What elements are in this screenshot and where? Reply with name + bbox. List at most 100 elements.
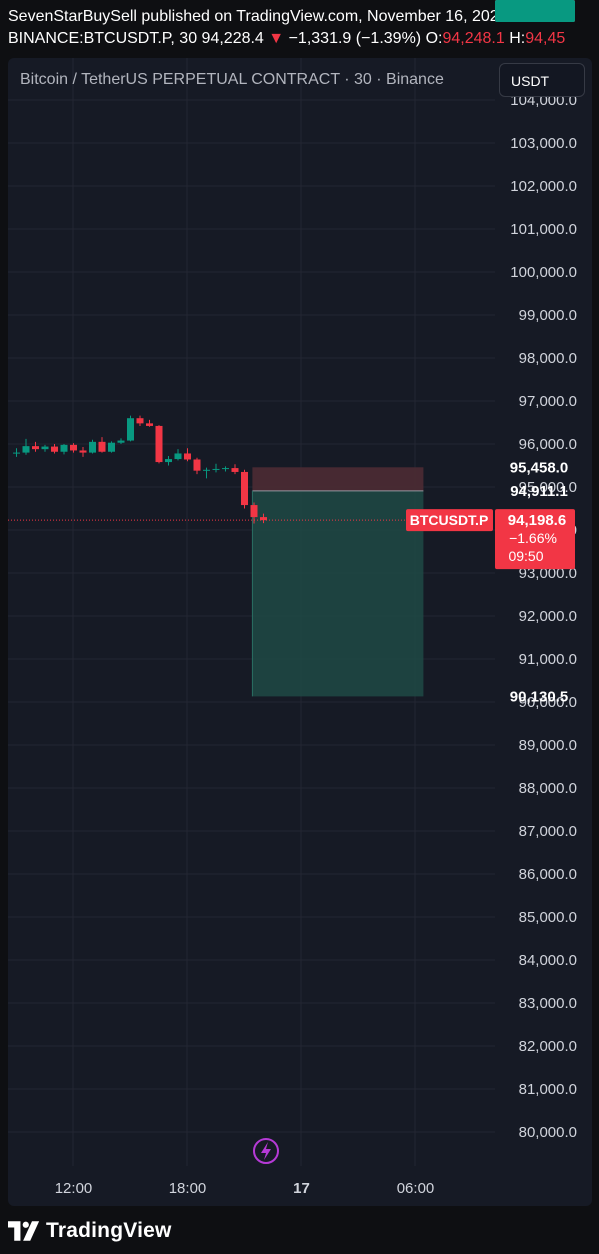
candle xyxy=(174,449,182,461)
candle-body xyxy=(231,468,239,472)
candle-body xyxy=(165,459,172,463)
candle xyxy=(98,437,106,453)
candle-body xyxy=(155,425,163,463)
price-axis: 104,000.0103,000.0102,000.0101,000.0100,… xyxy=(510,92,577,1141)
candle xyxy=(250,502,258,524)
candle-body xyxy=(32,446,39,450)
candle-body xyxy=(98,441,106,452)
candle xyxy=(127,415,134,442)
candle-body xyxy=(250,505,258,518)
stop-loss-zone xyxy=(252,467,424,491)
price-tick-label: 87,000.0 xyxy=(519,823,577,840)
candle-body xyxy=(70,444,77,451)
candle-body xyxy=(203,469,210,471)
tradingview-wordmark: TradingView xyxy=(46,1219,172,1242)
chart-title: Bitcoin / TetherUS PERPETUAL CONTRACT · … xyxy=(20,71,444,88)
candle xyxy=(212,463,220,473)
price-tick-label: 86,000.0 xyxy=(519,866,577,883)
countdown-label: 09:50 xyxy=(508,548,543,564)
take-profit-zone xyxy=(252,490,424,697)
candle xyxy=(22,438,30,455)
candlesticks xyxy=(13,415,267,524)
last-change-label: −1.66% xyxy=(509,530,557,546)
time-tick-label: 06:00 xyxy=(397,1180,435,1197)
candle-body xyxy=(89,441,96,453)
time-tick-label: 18:00 xyxy=(169,1180,207,1197)
price-tick-label: 91,000.0 xyxy=(519,651,577,668)
candle xyxy=(13,448,20,457)
candle-body xyxy=(174,453,182,460)
candle xyxy=(117,438,125,444)
candle xyxy=(231,464,239,475)
target-price-label: 90,130.5 xyxy=(510,688,568,705)
candle xyxy=(60,444,68,455)
price-tick-label: 93,000.0 xyxy=(519,565,577,582)
candle-body xyxy=(127,418,134,441)
price-tick-label: 96,000.0 xyxy=(519,436,577,453)
candle xyxy=(155,425,163,464)
candle xyxy=(70,443,77,453)
candle xyxy=(146,419,153,427)
time-tick-label: 17 xyxy=(293,1180,310,1197)
price-tick-label: 101,000.0 xyxy=(510,221,577,238)
price-tick-label: 95,000.0 xyxy=(519,479,577,496)
price-tick-label: 98,000.0 xyxy=(519,350,577,367)
tradingview-logo[interactable]: TradingView xyxy=(8,1218,172,1244)
high-label: H: xyxy=(509,30,526,47)
publisher-info: SevenStarBuySell published on TradingVie… xyxy=(8,8,556,25)
candle-body xyxy=(117,440,125,443)
time-axis: 12:00 18:00 17 06:00 xyxy=(55,1180,435,1197)
candle xyxy=(241,469,248,509)
open-label: O: xyxy=(425,30,443,47)
candle-body xyxy=(193,459,201,471)
position-zones xyxy=(8,467,424,697)
candle xyxy=(51,444,58,454)
candle-body xyxy=(51,446,58,452)
price-tick-label: 89,000.0 xyxy=(519,737,577,754)
price-tick-label: 80,000.0 xyxy=(519,1124,577,1141)
price-tick-label: 82,000.0 xyxy=(519,1038,577,1055)
last-price-block xyxy=(495,509,575,570)
candle-body xyxy=(222,468,229,470)
high-value: 94,45 xyxy=(525,30,566,47)
entry-price-label: 94,911.1 xyxy=(510,483,568,500)
candle xyxy=(193,457,201,475)
candle-body xyxy=(260,517,267,521)
price-tick-label: 85,000.0 xyxy=(519,909,577,926)
price-tick-label: 92,000.0 xyxy=(519,608,577,625)
candle-body xyxy=(22,446,30,453)
currency-button[interactable]: USDT xyxy=(499,63,585,97)
candle-body xyxy=(41,446,49,450)
open-value: 94,248.1 xyxy=(442,30,505,47)
candle-body xyxy=(79,450,87,453)
symbol-interval: BINANCE:BTCUSDT.P, 30 xyxy=(8,30,198,47)
candle-body xyxy=(146,423,153,426)
candle xyxy=(89,439,96,454)
price-tick-label: 83,000.0 xyxy=(519,995,577,1012)
candle xyxy=(108,441,115,453)
candle xyxy=(32,441,39,452)
symbol-info-line: BINANCE:BTCUSDT.P, 30 94,228.4 ▼ −1,331.… xyxy=(8,30,565,48)
candle-body xyxy=(184,453,191,460)
price-tick-label: 103,000.0 xyxy=(510,135,577,152)
price-tick-label: 88,000.0 xyxy=(519,780,577,797)
price-tick-label: 97,000.0 xyxy=(519,393,577,410)
target-price-label-bg xyxy=(495,0,575,22)
candle-body xyxy=(60,444,68,452)
lightning-icon[interactable] xyxy=(253,1138,279,1164)
stop-price-label: 95,458.0 xyxy=(510,459,568,476)
candle-body xyxy=(136,418,144,424)
candle xyxy=(79,447,87,457)
price-change: −1,331.9 (−1.39%) xyxy=(288,30,422,47)
candle xyxy=(136,415,144,426)
candle xyxy=(184,448,191,462)
down-arrow-icon: ▼ xyxy=(268,30,285,47)
tradingview-mark-icon xyxy=(8,1221,40,1241)
last-price: 94,228.4 xyxy=(201,30,264,47)
price-labels: 95,458.0 94,911.1 90,130.5 94,198.6−1.66% 09… xyxy=(406,0,575,705)
chart-grid xyxy=(8,58,495,1166)
candle xyxy=(165,456,172,466)
candle-body xyxy=(241,471,248,506)
time-tick-label: 12:00 xyxy=(55,1180,93,1197)
